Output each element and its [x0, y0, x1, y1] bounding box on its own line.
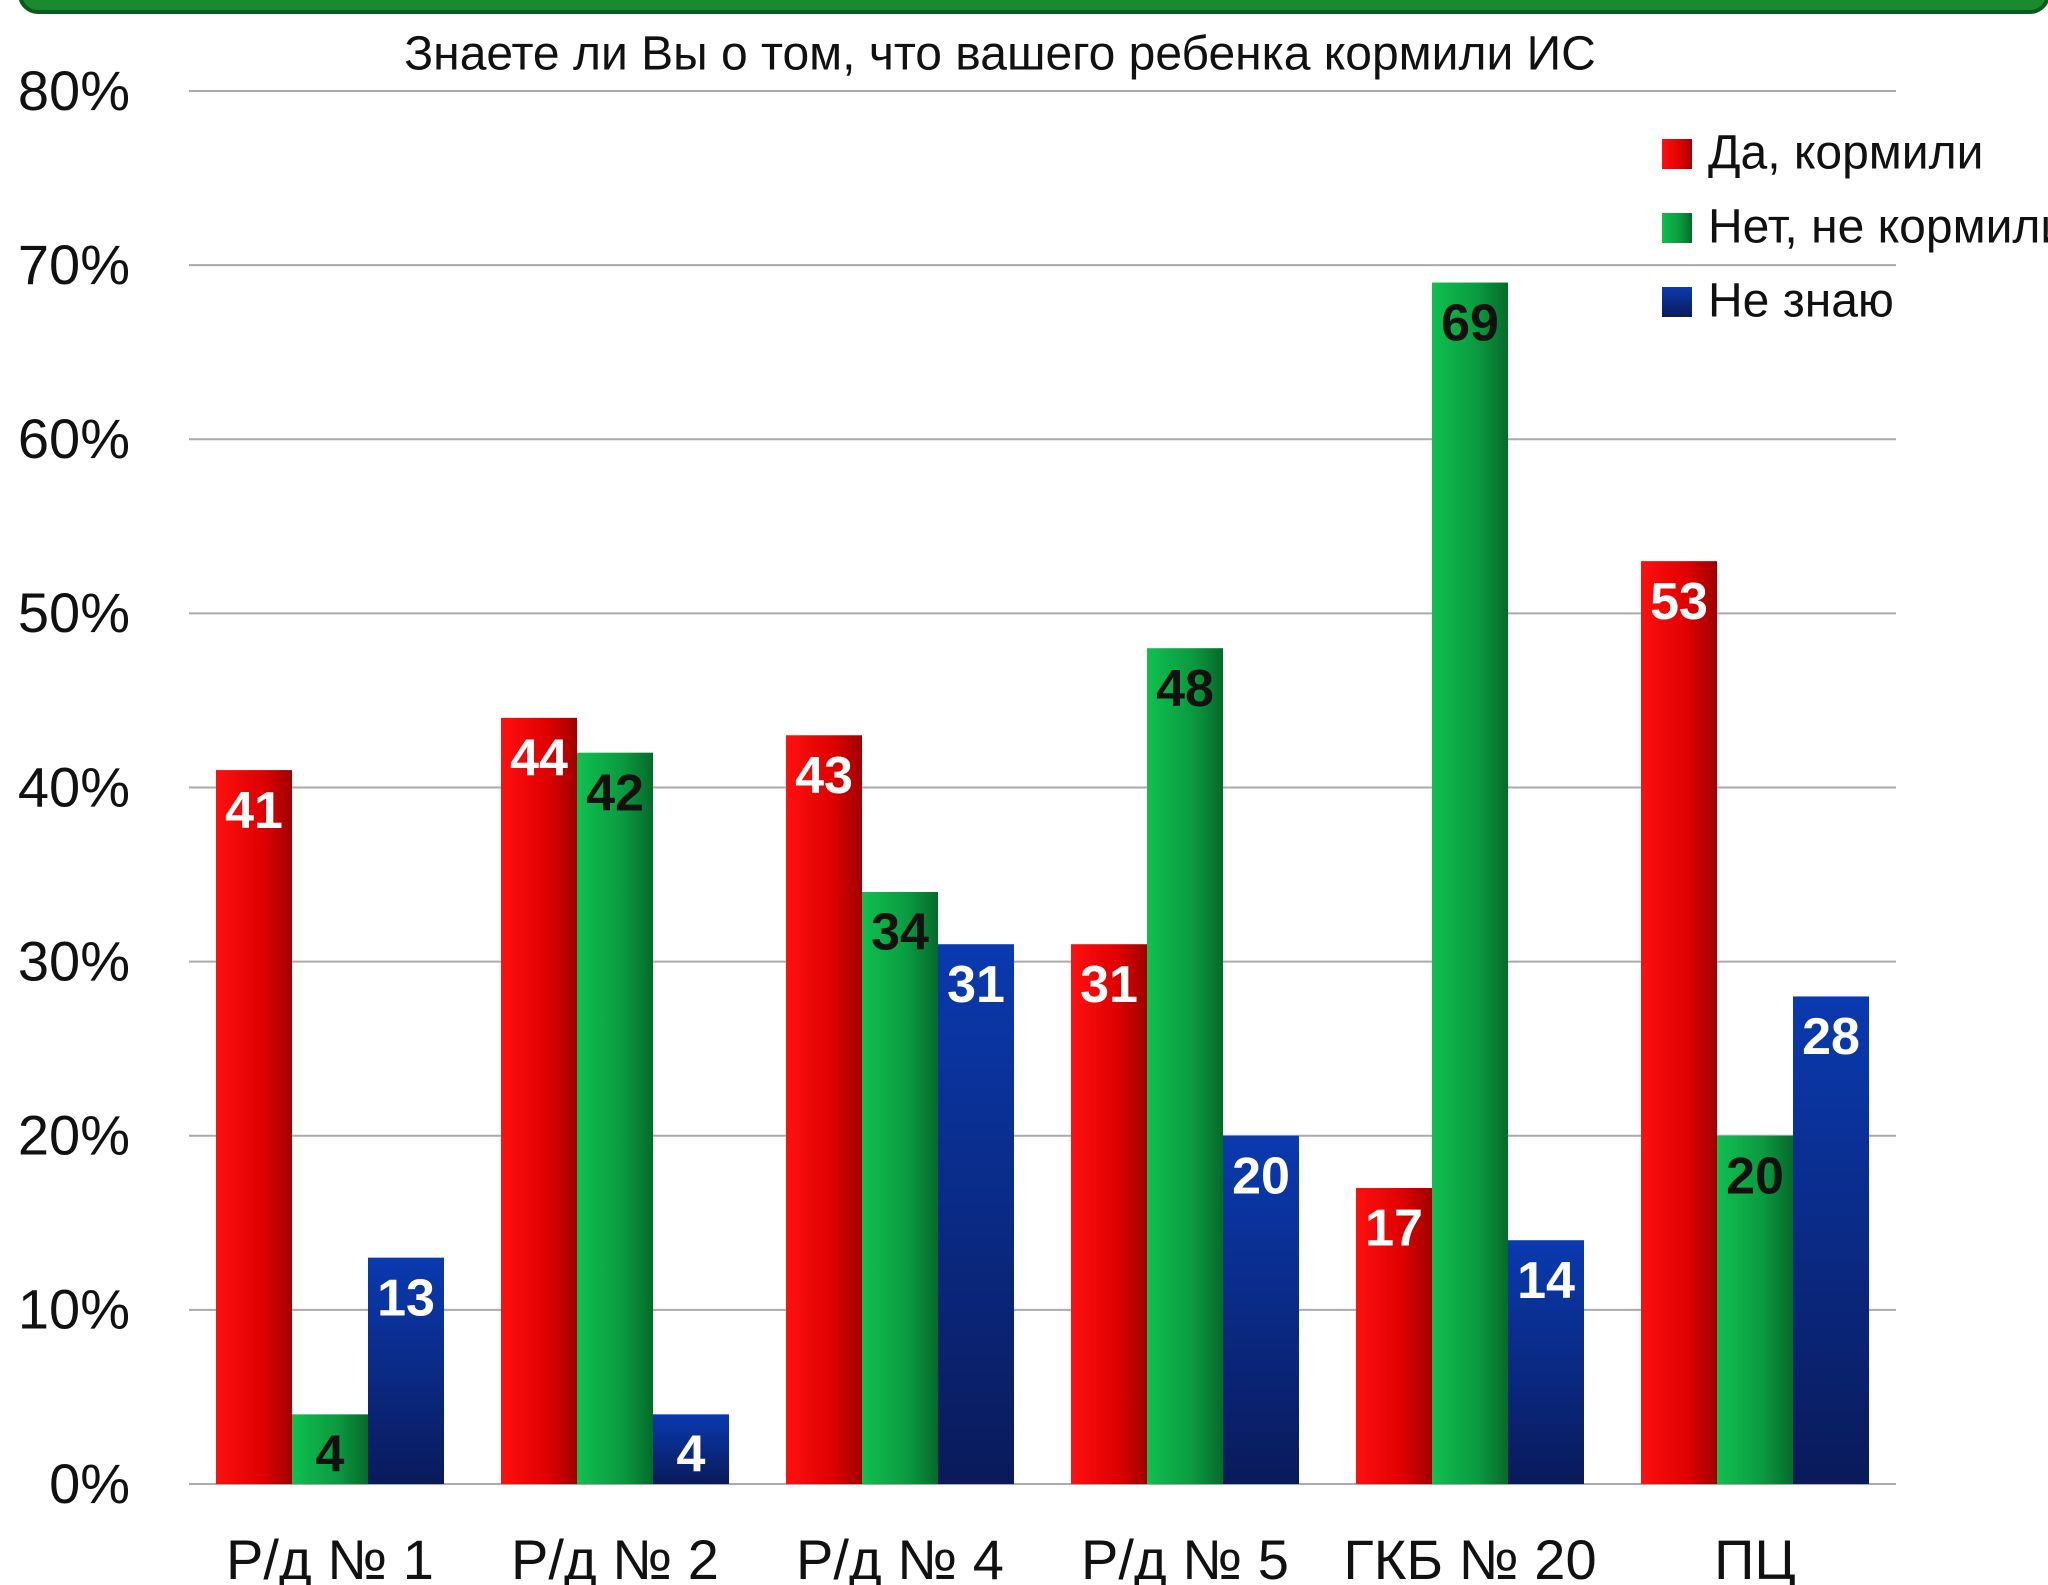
data-label: 20 [1232, 1147, 1290, 1205]
bar [862, 891, 938, 1484]
bar [1071, 944, 1147, 1484]
data-label: 17 [1365, 1200, 1423, 1258]
bar [292, 1414, 368, 1484]
data-label: 13 [377, 1269, 435, 1327]
data-label: 20 [1726, 1147, 1784, 1205]
legend-swatch [1662, 287, 1692, 317]
y-tick-label: 80% [18, 59, 130, 122]
y-tick-label: 40% [18, 755, 130, 818]
bar [368, 1257, 444, 1484]
legend-label: Не знаю [1708, 275, 1894, 328]
y-tick-label: 70% [18, 233, 130, 296]
x-tick-label: ГКБ № 20 [1343, 1528, 1596, 1585]
legend-swatch [1662, 213, 1692, 243]
y-tick-label: 0% [49, 1452, 130, 1515]
data-label: 43 [795, 747, 853, 805]
data-label: 42 [586, 764, 644, 822]
bar [1508, 1240, 1584, 1484]
data-label: 28 [1802, 1008, 1860, 1066]
bar [501, 717, 577, 1484]
bar [1717, 1135, 1793, 1484]
x-tick-label: Р/д № 1 [226, 1528, 434, 1585]
bar [1793, 996, 1869, 1484]
data-label: 34 [871, 904, 929, 962]
bar [1641, 561, 1717, 1484]
y-tick-label: 10% [18, 1278, 130, 1341]
y-tick-label: 60% [18, 407, 130, 470]
x-tick-label: Р/д № 4 [796, 1528, 1004, 1585]
x-tick-label: ПЦ [1714, 1528, 1796, 1585]
legend-label: Да, кормили [1708, 127, 1983, 180]
data-label: 31 [947, 956, 1005, 1014]
bar [786, 735, 862, 1484]
bar [1223, 1135, 1299, 1484]
legend-swatch [1662, 139, 1692, 169]
bar [577, 752, 653, 1484]
data-label: 41 [225, 782, 283, 840]
data-label: 31 [1080, 956, 1138, 1014]
data-label: 4 [316, 1426, 345, 1484]
x-tick-label: Р/д № 2 [511, 1528, 719, 1585]
data-label: 44 [510, 730, 568, 788]
x-tick-label: Р/д № 5 [1081, 1528, 1289, 1585]
bar [1432, 282, 1508, 1485]
chart-title: Знаете ли Вы о том, что вашего ребенка к… [404, 28, 1596, 81]
bar [938, 944, 1014, 1484]
bar [1356, 1187, 1432, 1484]
data-label: 48 [1156, 660, 1214, 718]
y-tick-label: 50% [18, 581, 130, 644]
bar [653, 1414, 729, 1484]
legend-label: Нет, не кормили [1708, 201, 2048, 254]
bar [216, 770, 292, 1484]
banner [18, 0, 2048, 14]
y-tick-label: 20% [18, 1104, 130, 1167]
bar [1147, 648, 1223, 1484]
data-label: 69 [1441, 294, 1499, 352]
data-label: 14 [1517, 1252, 1575, 1310]
data-label: 53 [1650, 573, 1708, 631]
data-label: 4 [677, 1426, 706, 1484]
y-tick-label: 30% [18, 929, 130, 992]
